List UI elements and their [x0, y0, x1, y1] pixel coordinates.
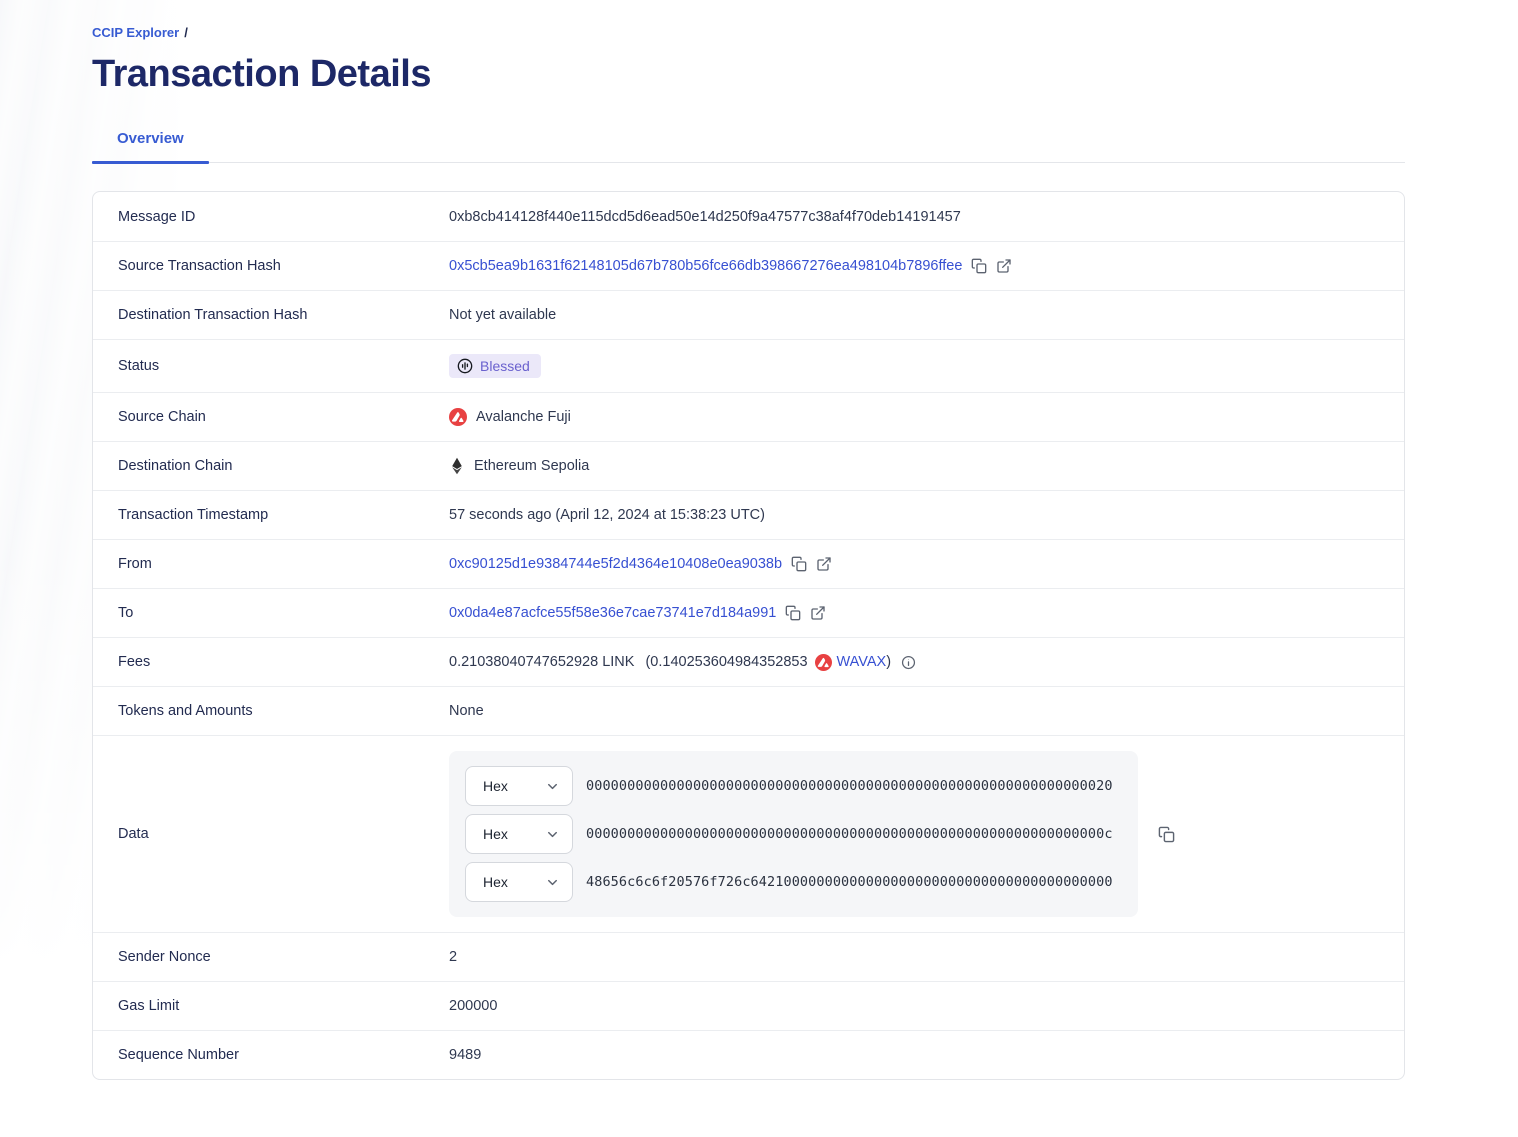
table-row-source-tx-hash: Source Transaction Hash 0x5cb5ea9b1631f6… [93, 241, 1404, 290]
row-label: Destination Transaction Hash [118, 307, 308, 323]
table-row-dest-chain: Destination Chain Ethereum Sepolia [93, 441, 1404, 490]
fees-link-amount: 0.21038040747652928 LINK [449, 654, 635, 670]
hex-format-dropdown[interactable]: Hex [465, 766, 573, 806]
chevron-down-icon [545, 875, 560, 890]
row-label: Transaction Timestamp [118, 507, 269, 523]
copy-button[interactable] [791, 556, 807, 572]
page-title: Transaction Details [92, 53, 431, 95]
table-row-status: Status Blessed [93, 339, 1404, 392]
message-id-value: 0xb8cb414128f440e115dcd5d6ead50e14d250f9… [449, 208, 961, 225]
sequence-number-value: 9489 [449, 1047, 482, 1063]
table-row-source-chain: Source Chain Avalanche Fuji [93, 392, 1404, 441]
hex-line: Hex 000000000000000000000000000000000000… [465, 766, 1122, 806]
copy-icon [972, 258, 987, 274]
external-link-icon [811, 606, 826, 620]
dest-tx-hash-value: Not yet available [449, 307, 557, 323]
external-link-icon [817, 557, 831, 571]
tokens-and-amounts-value: None [449, 703, 484, 719]
source-tx-hash-link[interactable]: 0x5cb5ea9b1631f62148105d67b780b56fce66db… [449, 258, 963, 274]
table-row-fees: Fees 0.21038040747652928 LINK (0.1402536… [93, 637, 1404, 686]
copy-button[interactable] [785, 605, 801, 621]
row-label: Tokens and Amounts [118, 703, 253, 719]
row-label: Source Transaction Hash [118, 258, 281, 274]
dest-chain-value: Ethereum Sepolia [449, 457, 589, 475]
hex-line: Hex 48656c6c6f20576f726c6421000000000000… [465, 862, 1122, 902]
transaction-details-table: Message ID 0xb8cb414128f440e115dcd5d6ead… [92, 191, 1405, 1080]
info-icon [902, 655, 916, 669]
table-row-sender-nonce: Sender Nonce 2 [93, 932, 1404, 981]
dest-chain-label: Ethereum Sepolia [474, 458, 590, 474]
ethereum-icon [449, 457, 465, 475]
chevron-down-icon [545, 779, 560, 794]
tab-bar: Overview [92, 130, 1405, 164]
hex-line: Hex 000000000000000000000000000000000000… [465, 814, 1122, 854]
external-link-button[interactable] [816, 556, 832, 572]
breadcrumb-separator: / [184, 25, 188, 40]
copy-icon [786, 605, 801, 621]
copy-icon [1158, 826, 1175, 842]
copy-icon [791, 556, 807, 572]
external-link-icon [997, 259, 1012, 273]
row-label: Sequence Number [118, 1047, 239, 1063]
hex-format-dropdown[interactable]: Hex [465, 814, 573, 854]
row-label: Source Chain [118, 409, 206, 425]
row-label: Status [118, 358, 160, 374]
sender-nonce-value: 2 [449, 949, 458, 965]
hex-data-line: 0000000000000000000000000000000000000000… [586, 826, 1113, 842]
hex-format-label: Hex [483, 778, 508, 794]
page-container: CCIP Explorer / Transaction Details Overv… [92, 25, 1405, 1080]
wavax-token-link[interactable]: WAVAX [836, 654, 887, 670]
copy-button[interactable] [971, 258, 987, 274]
status-badge-label: Blessed [480, 358, 530, 374]
wavax-token-icon [814, 653, 832, 671]
chevron-down-icon [545, 827, 560, 842]
row-label: Destination Chain [118, 458, 233, 474]
row-label: Sender Nonce [118, 949, 211, 965]
copy-data-button[interactable] [1158, 826, 1175, 843]
fees-converted-amount: (0.140253604984352853 [645, 654, 808, 670]
source-chain-label: Avalanche Fuji [476, 409, 571, 425]
fees-paren-close: ) [886, 654, 892, 670]
avalanche-icon [449, 408, 467, 426]
to-address-link[interactable]: 0x0da4e87acfce55f58e36e7cae73741e7d184a9… [449, 605, 777, 621]
table-row-timestamp: Transaction Timestamp 57 seconds ago (Ap… [93, 490, 1404, 539]
hex-format-dropdown[interactable]: Hex [465, 862, 573, 902]
fees-info-button[interactable] [901, 655, 916, 670]
hex-format-label: Hex [483, 874, 508, 890]
hex-data-line: 0000000000000000000000000000000000000000… [586, 778, 1113, 794]
source-chain-value: Avalanche Fuji [449, 408, 571, 426]
row-label: Message ID [118, 208, 196, 225]
row-label: To [118, 605, 134, 621]
table-row-dest-tx-hash: Destination Transaction Hash Not yet ava… [93, 290, 1404, 339]
signal-bars-icon [457, 358, 473, 374]
row-label: Gas Limit [118, 998, 180, 1014]
breadcrumb: CCIP Explorer / [92, 25, 1405, 40]
row-label: From [118, 556, 152, 572]
status-badge: Blessed [449, 354, 541, 378]
row-label: Fees [118, 654, 151, 670]
table-row-sequence-number: Sequence Number 9489 [93, 1030, 1404, 1079]
external-link-button[interactable] [810, 605, 826, 621]
external-link-button[interactable] [996, 258, 1012, 274]
hex-data-line: 48656c6c6f20576f726c64210000000000000000… [586, 874, 1113, 890]
from-address-link[interactable]: 0xc90125d1e9384744e5f2d4364e10408e0ea903… [449, 556, 783, 572]
tab-overview[interactable]: Overview [92, 130, 209, 164]
row-label: Data [118, 826, 149, 842]
table-row-from: From 0xc90125d1e9384744e5f2d4364e10408e0… [93, 539, 1404, 588]
table-row-to: To 0x0da4e87acfce55f58e36e7cae73741e7d18… [93, 588, 1404, 637]
hex-format-label: Hex [483, 826, 508, 842]
table-row-data: Data Hex 0000000000000000000000000000000… [93, 735, 1404, 932]
table-row-gas-limit: Gas Limit 200000 [93, 981, 1404, 1030]
table-row-tokens-and-amounts: Tokens and Amounts None [93, 686, 1404, 735]
gas-limit-value: 200000 [449, 998, 498, 1014]
breadcrumb-ccip-explorer-link[interactable]: CCIP Explorer [92, 25, 180, 40]
data-hex-panel: Hex 000000000000000000000000000000000000… [449, 751, 1138, 917]
timestamp-value: 57 seconds ago (April 12, 2024 at 15:38:… [449, 507, 765, 523]
table-row-message-id: Message ID 0xb8cb414128f440e115dcd5d6ead… [93, 192, 1404, 241]
